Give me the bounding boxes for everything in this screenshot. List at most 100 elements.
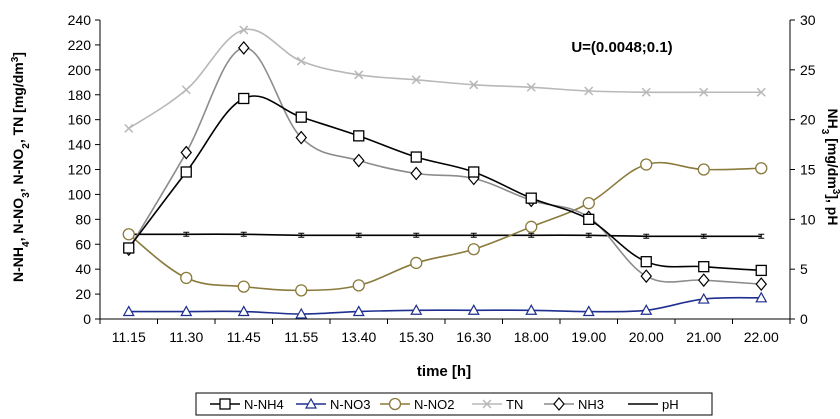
data-point-nh3	[640, 269, 653, 284]
data-point-n-no3	[755, 291, 768, 303]
x-tick-label: 11.45	[227, 329, 261, 345]
data-point-nh3	[352, 153, 365, 168]
series-tn	[124, 25, 766, 133]
y-left-tick-label: 220	[68, 37, 92, 53]
data-point-tn	[296, 56, 306, 66]
y-left-tick-label: 160	[68, 112, 92, 128]
data-point-n-no2	[180, 271, 193, 285]
data-point-ph	[643, 233, 650, 239]
data-point-ph	[470, 232, 477, 238]
data-point-nh3	[697, 273, 710, 288]
data-point-tn	[641, 87, 651, 97]
data-point-n-no3	[640, 304, 653, 315]
data-point-n-nh4	[755, 264, 767, 277]
data-point-n-no2	[467, 243, 480, 256]
data-point-n-no3	[122, 305, 135, 317]
legend-item-n-no3: N-NO3	[296, 397, 370, 412]
data-point-tn	[584, 86, 594, 96]
y-left-tick-label: 120	[68, 162, 92, 178]
series-line-ph	[128, 233, 762, 238]
data-point-n-no3	[237, 305, 250, 317]
data-point-tn	[526, 82, 536, 92]
x-tick-label: 13.40	[341, 329, 376, 345]
y-axis-left-label: N-NH4, N-NO3, N-NO2, TN [mg/dm3]	[10, 52, 32, 282]
data-point-nh3	[410, 166, 423, 181]
data-point-tn	[756, 87, 766, 97]
series-nh3	[122, 40, 768, 292]
data-point-nh3	[180, 145, 193, 160]
data-point-n-nh4	[123, 242, 135, 254]
legend-item-ph: pH	[628, 397, 679, 412]
data-point-n-no3	[582, 305, 595, 317]
data-point-n-no2	[352, 279, 365, 292]
data-point-n-no2	[525, 220, 538, 233]
data-point-n-nh4	[640, 256, 652, 268]
data-point-tn	[124, 123, 134, 133]
data-point-n-no2	[410, 256, 423, 270]
legend-marker	[388, 397, 402, 411]
series-line-nh3	[128, 47, 762, 285]
data-point-n-nh4	[468, 166, 480, 178]
legend-label: TN	[506, 397, 523, 412]
data-point-n-no3	[525, 304, 538, 315]
data-point-n-no2	[697, 163, 710, 176]
data-point-n-no2	[582, 196, 595, 210]
y-left-tick-label: 40	[75, 261, 91, 277]
data-point-n-nh4	[353, 130, 365, 142]
data-point-ph	[413, 232, 420, 238]
series-line-n-nh4	[128, 95, 762, 272]
legend-label: pH	[662, 397, 679, 412]
data-point-ph	[298, 232, 305, 238]
data-point-tn	[181, 85, 191, 95]
legend-label: NH3	[578, 397, 604, 412]
x-tick-label: 11.30	[169, 329, 203, 345]
data-point-ph	[700, 233, 707, 239]
x-tick-label: 15.30	[399, 329, 434, 345]
legend-label: N-NO2	[414, 397, 454, 412]
x-tick-label: 21.00	[686, 329, 721, 345]
data-point-n-nh4	[525, 192, 537, 204]
x-tick-label: 19.00	[571, 329, 606, 345]
y-right-tick-label: 5	[800, 261, 808, 277]
data-point-ph	[528, 232, 535, 238]
y-left-tick-label: 80	[75, 211, 91, 227]
data-point-ph	[585, 232, 592, 238]
data-point-ph	[240, 231, 247, 237]
legend-label: N-NO3	[330, 397, 370, 412]
data-point-n-no2	[640, 158, 653, 171]
series-line-n-no2	[128, 161, 762, 292]
legend-item-n-nh4: N-NH4	[210, 397, 284, 412]
data-point-n-no2	[237, 280, 250, 293]
y-left-tick-label: 20	[75, 286, 91, 302]
y-axis-right-label: NH3 [mg/dm3], pH	[820, 109, 840, 226]
data-point-n-nh4	[410, 151, 422, 163]
data-point-n-no3	[410, 304, 423, 315]
legend-box	[195, 392, 713, 416]
data-point-tn	[469, 80, 479, 90]
legend: N-NH4 N-NO3 N-NO2 TN NH3 pH	[195, 392, 713, 416]
axes: 0 20 40 60 80 100 120 140 160 180 200 220 240 0 5 10 15 2…	[68, 12, 816, 345]
y-left-tick-label: 200	[68, 62, 92, 78]
x-tick-label: 18.00	[514, 329, 549, 345]
y-left-tick-label: 140	[68, 137, 92, 153]
data-point-n-no2	[755, 162, 768, 175]
data-point-tn	[354, 70, 364, 80]
series-n-nh4	[123, 92, 767, 277]
legend-marker	[219, 398, 231, 410]
data-point-n-nh4	[238, 92, 250, 105]
y-left-tick-label: 180	[68, 87, 92, 103]
y-right-tick-label: 10	[800, 211, 816, 227]
data-point-nh3	[295, 130, 308, 145]
x-tick-label: 11.55	[284, 329, 318, 345]
series-n-no3	[122, 291, 768, 319]
data-point-nh3	[237, 40, 250, 55]
data-point-n-no2	[122, 228, 135, 241]
x-tick-label: 16.30	[456, 329, 491, 345]
data-point-tn	[239, 25, 249, 35]
legend-item-nh3: NH3	[544, 397, 604, 412]
y-right-tick-label: 25	[800, 62, 816, 78]
data-point-tn	[699, 87, 709, 97]
x-tick-label: 11.15	[112, 329, 146, 345]
data-point-n-no3	[295, 307, 308, 319]
y-left-tick-label: 60	[75, 236, 91, 252]
